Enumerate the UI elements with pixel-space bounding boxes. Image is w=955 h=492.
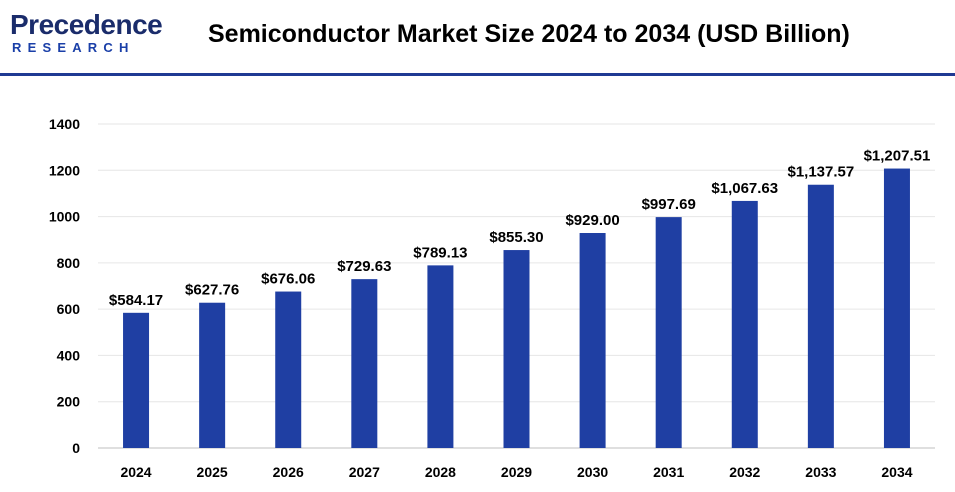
data-label: $627.76 [185, 282, 239, 299]
x-tick-label: 2025 [197, 464, 228, 480]
x-tick-label: 2031 [653, 464, 684, 480]
bar [731, 200, 758, 448]
y-tick-label: 1400 [49, 116, 80, 132]
data-label: $929.00 [565, 212, 619, 229]
y-tick-label: 1000 [49, 209, 80, 225]
data-label: $1,067.63 [711, 180, 778, 197]
x-tick-label: 2034 [881, 464, 912, 480]
data-label: $676.06 [261, 271, 315, 288]
header-divider [0, 73, 955, 76]
logo-main-text: Precedence [10, 9, 163, 40]
x-tick-label: 2029 [501, 464, 532, 480]
x-tick-label: 2032 [729, 464, 760, 480]
logo-sub-text: RESEARCH [12, 40, 135, 55]
x-tick-label: 2027 [349, 464, 380, 480]
bar [427, 265, 454, 448]
bar-chart: 0 200 400 600 800 1000 1200 1400 $584.17 2024 $627… [49, 116, 935, 480]
data-label: $729.63 [337, 258, 391, 275]
data-label: $789.13 [413, 244, 467, 261]
x-tick-label: 2030 [577, 464, 608, 480]
y-tick-label: 0 [72, 440, 80, 456]
bar [503, 250, 530, 448]
brand-logo: Precedence RESEARCH [10, 9, 163, 58]
y-tick-label: 600 [57, 301, 81, 317]
data-label: $855.30 [489, 229, 543, 246]
chart-title: Semiconductor Market Size 2024 to 2034 (… [208, 20, 850, 48]
bar [655, 217, 682, 448]
y-tick-label: 400 [57, 347, 81, 363]
y-tick-label: 200 [57, 394, 81, 410]
bar [807, 184, 834, 448]
data-label: $1,207.51 [864, 148, 931, 165]
data-label: $1,137.57 [787, 164, 854, 181]
bar [579, 233, 606, 448]
header: Precedence RESEARCH Semiconductor Market… [0, 0, 955, 74]
bar [351, 279, 378, 448]
x-tick-label: 2026 [273, 464, 304, 480]
bar [883, 168, 910, 449]
data-label: $997.69 [642, 196, 696, 213]
bar [275, 291, 302, 448]
data-label: $584.17 [109, 292, 163, 309]
y-tick-label: 800 [57, 255, 81, 271]
bar [199, 302, 226, 448]
x-tick-label: 2033 [805, 464, 836, 480]
x-tick-label: 2028 [425, 464, 456, 480]
y-tick-label: 1200 [49, 162, 80, 178]
x-tick-label: 2024 [120, 464, 151, 480]
bar [123, 312, 150, 448]
